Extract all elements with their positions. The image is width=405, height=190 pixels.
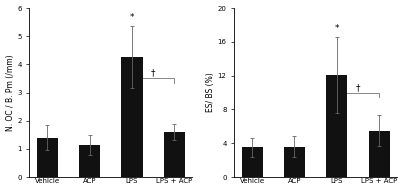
Text: †: † [151, 68, 156, 77]
Bar [242, 147, 263, 177]
Text: †: † [356, 83, 360, 92]
Bar [164, 132, 185, 177]
Bar [37, 138, 58, 177]
Bar [284, 147, 305, 177]
Bar [369, 131, 390, 177]
Text: *: * [335, 24, 339, 32]
Bar [122, 57, 143, 177]
Y-axis label: N. OC / B. Pm (/mm): N. OC / B. Pm (/mm) [6, 54, 15, 131]
Bar [326, 75, 347, 177]
Y-axis label: ES/ BS (%): ES/ BS (%) [206, 73, 215, 112]
Text: *: * [130, 13, 134, 22]
Bar [79, 145, 100, 177]
